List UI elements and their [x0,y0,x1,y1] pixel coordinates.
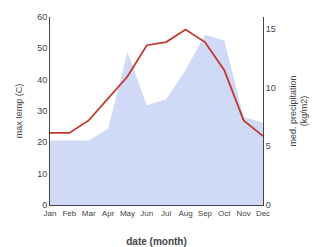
svg-text:max temp (C): max temp (C) [14,84,24,139]
svg-text:10: 10 [266,83,276,93]
svg-text:med. precipitation(kg/m2): med. precipitation(kg/m2) [288,75,310,146]
svg-text:date (month): date (month) [126,236,187,247]
svg-text:10: 10 [37,169,47,179]
svg-text:0: 0 [266,200,271,210]
svg-text:May: May [120,209,135,218]
svg-text:Nov: Nov [237,209,251,218]
svg-text:60: 60 [37,12,47,22]
svg-text:Oct: Oct [218,209,231,218]
svg-text:Dec: Dec [256,209,270,218]
svg-text:Sep: Sep [198,209,213,218]
svg-text:30: 30 [37,106,47,116]
svg-text:50: 50 [37,43,47,53]
svg-text:20: 20 [37,137,47,147]
svg-text:5: 5 [266,141,271,151]
svg-text:0: 0 [42,200,47,210]
svg-text:Jul: Jul [161,209,171,218]
svg-text:Jun: Jun [140,209,153,218]
svg-text:Feb: Feb [62,209,76,218]
svg-text:Apr: Apr [102,209,115,218]
svg-text:40: 40 [37,75,47,85]
svg-text:Jan: Jan [44,209,57,218]
svg-text:Mar: Mar [82,209,96,218]
svg-text:15: 15 [266,24,276,34]
svg-text:Aug: Aug [178,209,192,218]
